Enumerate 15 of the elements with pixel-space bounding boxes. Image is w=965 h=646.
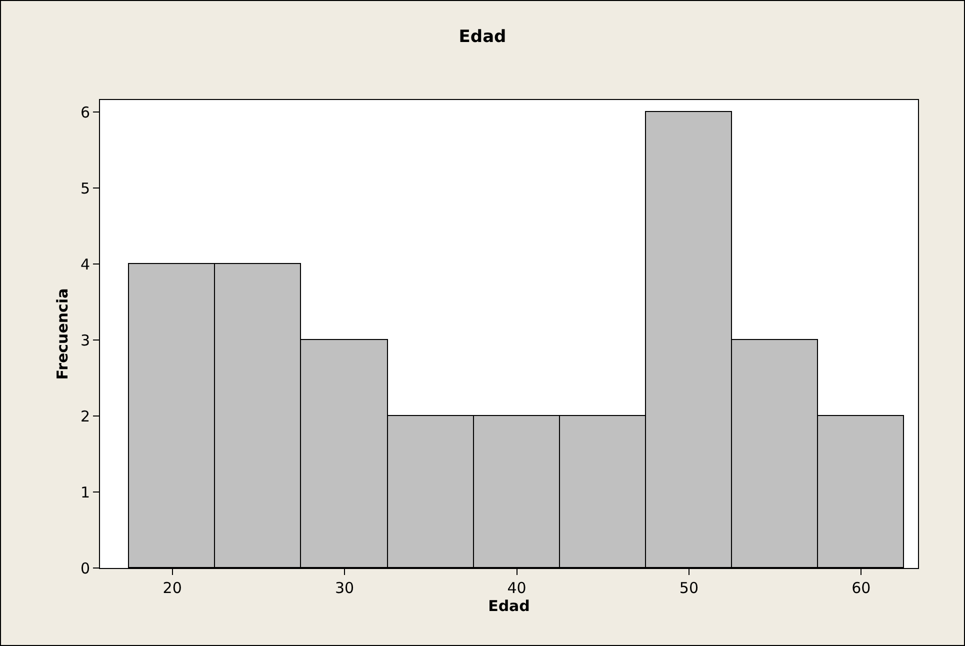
chart-title: Edad (458, 26, 506, 47)
y-tick-label: 4 (80, 255, 90, 274)
y-tick-label: 3 (80, 331, 90, 350)
x-tick-label: 60 (852, 579, 871, 597)
y-tick-label: 1 (80, 483, 90, 502)
x-tick-label: 50 (679, 579, 699, 597)
y-tick-label: 6 (80, 103, 90, 122)
x-tick-label: 20 (162, 579, 182, 597)
y-tick-label: 2 (80, 407, 90, 426)
x-tick-label: 40 (507, 579, 526, 597)
y-axis-title: Frecuencia (54, 288, 72, 380)
y-tick-label: 0 (80, 559, 90, 578)
y-tick-label: 5 (80, 179, 90, 198)
x-axis-title: Edad (488, 597, 530, 615)
x-tick-label: 30 (334, 579, 354, 597)
